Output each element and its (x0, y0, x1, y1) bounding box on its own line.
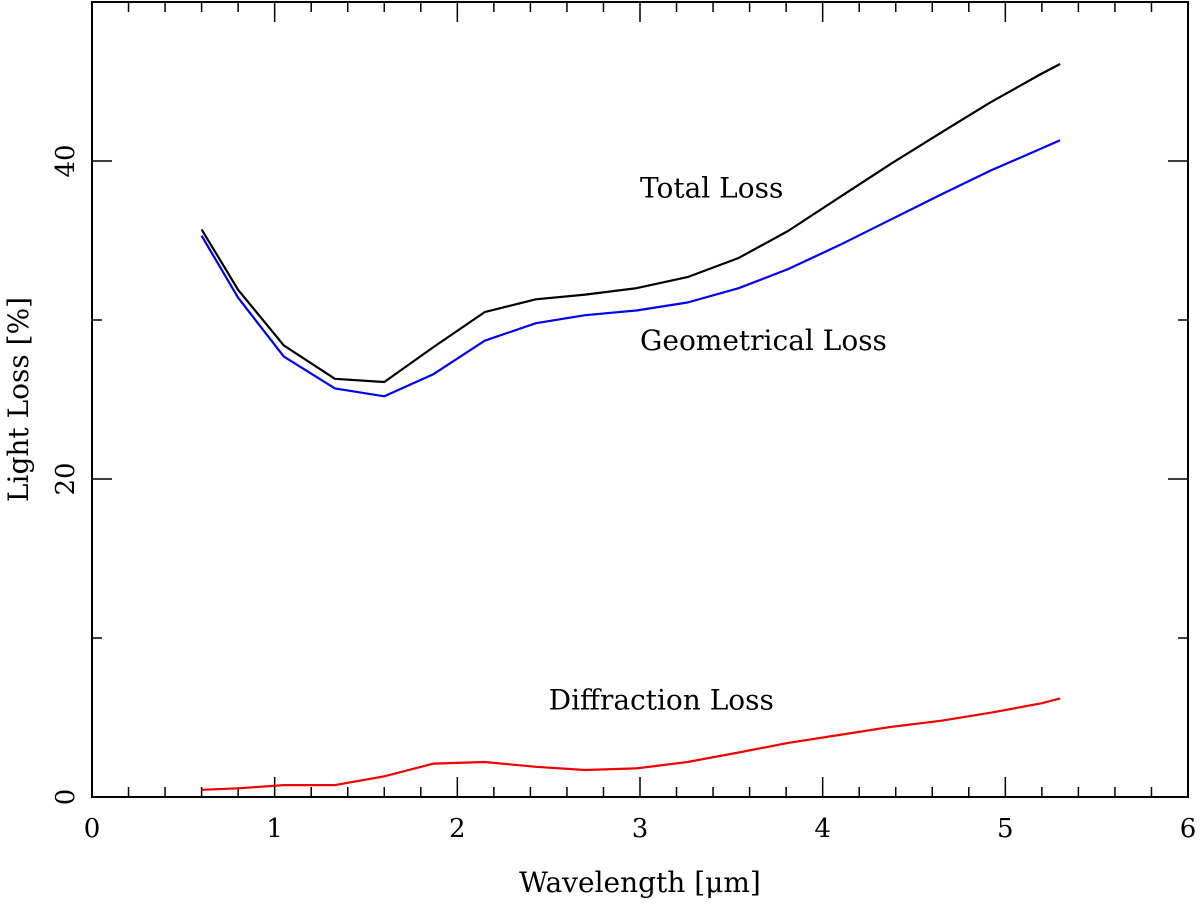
y-tick-label: 0 (51, 789, 81, 806)
plot-area (91, 1, 1189, 798)
total-loss-line (200, 63, 1061, 384)
x-tick-label: 5 (997, 814, 1014, 844)
x-tick-label: 3 (632, 814, 649, 844)
x-tick-label: 4 (814, 814, 831, 844)
total-loss-label: Total Loss (640, 172, 783, 205)
geometrical-loss-line (200, 139, 1061, 398)
diffraction-loss-label: Diffraction Loss (549, 684, 774, 717)
axis-ticks (91, 1, 1189, 798)
plot-frame (91, 1, 1189, 798)
tick-labels: 0 1 2 3 4 5 6 0 20 40 (51, 144, 1196, 844)
x-tick-label: 2 (449, 814, 466, 844)
y-tick-label: 20 (51, 462, 81, 495)
x-tick-label: 1 (266, 814, 283, 844)
y-tick-label: 40 (51, 144, 81, 177)
diffraction-loss-line (201, 697, 1061, 791)
x-axis-title: Wavelength [μm] (519, 866, 761, 899)
x-tick-label: 6 (1180, 814, 1197, 844)
series-annotations: Total Loss Geometrical Loss Diffraction Lo… (549, 172, 887, 717)
x-tick-label: 0 (84, 814, 101, 844)
series-lines (200, 63, 1061, 791)
y-axis-title: Light Loss [%] (2, 297, 35, 502)
geometrical-loss-label: Geometrical Loss (640, 324, 887, 357)
